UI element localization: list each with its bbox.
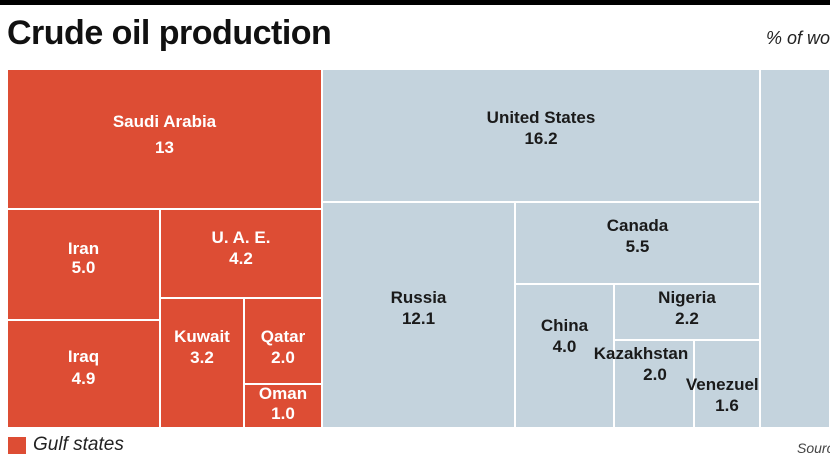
treemap-value-canada: 5.5 [626, 237, 650, 256]
treemap-value-kuwait: 3.2 [190, 348, 214, 367]
treemap-value-kazakhstan: 2.0 [643, 365, 667, 384]
treemap-value-nigeria: 2.2 [675, 309, 699, 328]
treemap-value-qatar: 2.0 [271, 348, 295, 367]
treemap-label-qatar: Qatar [261, 327, 306, 346]
treemap-value-iraq: 4.9 [72, 369, 96, 388]
treemap-cell-china [514, 283, 615, 429]
legend-label-gulf-states: Gulf states [33, 434, 124, 455]
treemap-cell-oman [243, 383, 323, 429]
legend-swatch-gulf-states [8, 437, 26, 454]
treemap-value-u-a-e: 4.2 [229, 249, 253, 268]
treemap-label-iran: Iran [68, 239, 99, 258]
treemap-cell-kazakhstan [613, 339, 695, 429]
treemap-label-russia: Russia [391, 288, 447, 307]
treemap-cell-kuwait [159, 297, 245, 429]
treemap-cell-saudi-arabia [6, 68, 323, 210]
treemap-label-kuwait: Kuwait [174, 327, 230, 346]
treemap-cell-iraq [6, 319, 161, 429]
treemap-value-oman: 1.0 [271, 404, 295, 423]
treemap-label-saudi-arabia: Saudi Arabia [113, 112, 217, 131]
top-rule [0, 0, 830, 5]
treemap-label-u-a-e: U. A. E. [212, 228, 271, 247]
treemap-label-united-states: United States [487, 108, 596, 127]
treemap-label-kazakhstan: Kazakhstan [594, 344, 688, 363]
treemap-label-china: China [541, 316, 589, 335]
treemap-value-china: 4.0 [553, 337, 577, 356]
unit-label: % of wo [766, 28, 830, 48]
treemap-label-canada: Canada [607, 216, 669, 235]
treemap-label-nigeria: Nigeria [658, 288, 716, 307]
treemap-label-iraq: Iraq [68, 347, 99, 366]
treemap-cell-unlabeled-14 [759, 68, 830, 429]
treemap-value-venezuela: 1.6 [715, 396, 739, 415]
source-label: Sourc [797, 440, 830, 456]
chart-title: Crude oil production [7, 14, 332, 52]
treemap-cell-russia [321, 201, 516, 429]
treemap-value-russia: 12.1 [402, 309, 435, 328]
treemap-value-united-states: 16.2 [524, 129, 557, 148]
treemap-label-oman: Oman [259, 384, 307, 403]
treemap-value-iran: 5.0 [72, 258, 96, 277]
treemap-value-saudi-arabia: 13 [155, 138, 174, 157]
treemap-label-venezuela: Venezuela [686, 375, 769, 394]
